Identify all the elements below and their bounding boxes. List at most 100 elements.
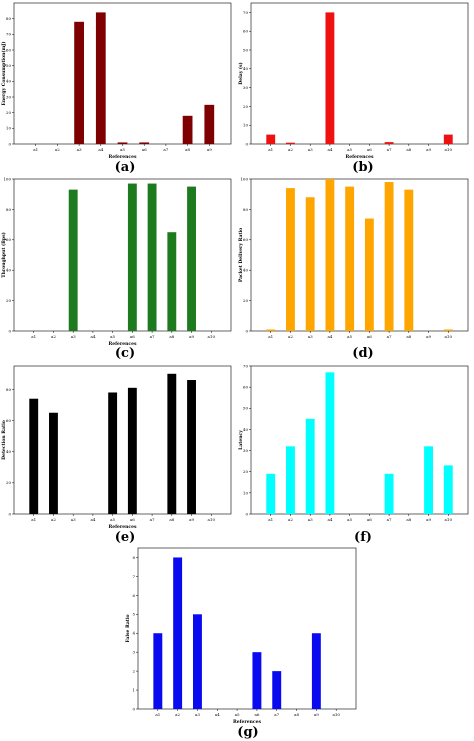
bar-a10 (443, 134, 453, 144)
x-tick-label: a3 (71, 517, 76, 522)
x-tick-label: a4 (90, 517, 95, 522)
bar-a3 (305, 418, 315, 514)
bar-a8 (167, 232, 177, 331)
bar-a7 (384, 142, 394, 144)
y-tick-label: 40 (6, 79, 12, 84)
x-tick-label: a7 (387, 517, 392, 522)
y-tick-label: 50 (6, 63, 12, 68)
chart-panel-5: 0 20 40 60 80 a1 a2 a3 a4 a5 a6 a7 a8 a9 a10 References… (1, 365, 232, 545)
bar-a4 (325, 372, 335, 514)
chart-panel-3: 0 20 40 60 80 100 a1 a2 a3 a4 a5 a6 a7 a8 a9 a10 Referen… (0, 176, 232, 361)
x-tick-label: a4 (327, 517, 332, 522)
bar-a1 (266, 329, 276, 331)
y-tick-label: 80 (6, 387, 12, 392)
x-tick-label: a10 (332, 712, 340, 717)
y-tick-label: 40 (243, 66, 249, 71)
bar-a7 (384, 473, 394, 514)
x-tick-label: a9 (189, 517, 194, 522)
y-tick-label: 0 (8, 511, 11, 516)
chart-panel-7: 0 1 2 3 4 5 6 7 8 a1 a2 a3 a4 a5 a6 a7 a8 a9 a10 References… (125, 547, 357, 740)
x-tick-label: a8 (406, 334, 411, 339)
y-tick-label: 50 (243, 47, 249, 52)
y-tick-label: 70 (243, 363, 249, 368)
panel-label: (a) (115, 160, 136, 175)
x-tick-label: a7 (274, 712, 279, 717)
x-tick-label: a2 (175, 712, 180, 717)
x-tick-label: a1 (268, 147, 273, 152)
x-tick-label: a2 (288, 147, 293, 152)
y-tick-label: 10 (6, 126, 12, 131)
y-tick-label: 30 (243, 448, 249, 453)
bar-a10 (443, 465, 453, 514)
plot-frame (250, 178, 469, 332)
x-tick-label: a6 (367, 517, 372, 522)
bar-a9 (204, 104, 215, 144)
x-axis-title: References (108, 154, 137, 160)
y-tick-label: 20 (243, 298, 249, 303)
y-tick-label: 40 (6, 268, 12, 273)
chart-panel-6: 0 10 20 30 40 50 60 70 a1 a2 a3 a4 a5 a6 a7 a8 a9 a10 Late… (238, 363, 469, 545)
y-tick-label: 1 (132, 687, 135, 692)
x-tick-label: a1 (155, 712, 160, 717)
plot-frame (250, 2, 469, 145)
y-tick-label: 6 (132, 593, 135, 598)
x-tick-label: a8 (294, 712, 299, 717)
x-tick-label: a7 (387, 147, 392, 152)
x-tick-label: a6 (142, 147, 147, 152)
bar-a1 (266, 473, 276, 514)
x-tick-label: a9 (207, 147, 212, 152)
x-tick-label: a10 (445, 334, 453, 339)
bar-a8 (167, 373, 177, 514)
bar-a9 (187, 186, 196, 331)
y-axis-title: Throughput (Bps) (0, 232, 7, 278)
x-tick-label: a9 (426, 334, 431, 339)
x-tick-label: a8 (169, 517, 174, 522)
x-tick-label: a6 (130, 334, 135, 339)
y-tick-label: 0 (8, 141, 11, 146)
x-tick-label: a10 (445, 147, 453, 152)
y-tick-label: 80 (6, 16, 12, 21)
bar-a4 (325, 12, 335, 145)
x-tick-label: a7 (163, 147, 168, 152)
y-axis-title: Delay (s) (237, 62, 244, 84)
bar-a2 (286, 188, 295, 331)
y-tick-label: 70 (6, 32, 12, 37)
y-tick-label: 20 (6, 110, 12, 115)
y-tick-label: 40 (243, 427, 249, 432)
y-tick-label: 40 (243, 268, 249, 273)
x-tick-label: a3 (71, 334, 76, 339)
y-tick-label: 60 (6, 237, 12, 242)
x-tick-label: a8 (406, 517, 411, 522)
x-axis-title: References (108, 341, 137, 347)
y-tick-label: 50 (243, 406, 249, 411)
panel-label: (f) (354, 530, 372, 545)
x-tick-label: a4 (327, 334, 332, 339)
x-tick-label: a6 (367, 334, 372, 339)
y-tick-label: 10 (243, 123, 249, 128)
bar-a2 (286, 446, 295, 514)
y-tick-label: 0 (245, 328, 248, 333)
y-tick-label: 20 (6, 298, 12, 303)
y-tick-label: 70 (243, 10, 249, 15)
bar-a5 (345, 186, 355, 331)
x-tick-label: a8 (406, 147, 411, 152)
bar-a3 (74, 21, 84, 144)
plot-frame (13, 365, 232, 515)
y-tick-label: 7 (132, 574, 135, 579)
y-tick-label: 60 (243, 237, 249, 242)
bar-a7 (272, 671, 282, 709)
bar-a10 (443, 329, 453, 331)
bar-a1 (29, 398, 39, 514)
x-tick-label: a3 (77, 147, 82, 152)
bar-a1 (153, 633, 163, 709)
x-tick-label: a4 (98, 147, 103, 152)
y-tick-label: 40 (6, 449, 12, 454)
x-tick-label: a7 (150, 517, 155, 522)
x-tick-label: a8 (185, 147, 190, 152)
y-tick-label: 10 (243, 490, 249, 495)
bar-a8 (404, 189, 414, 331)
y-tick-label: 8 (132, 555, 135, 560)
x-tick-label: a5 (110, 334, 115, 339)
x-tick-label: a9 (426, 147, 431, 152)
